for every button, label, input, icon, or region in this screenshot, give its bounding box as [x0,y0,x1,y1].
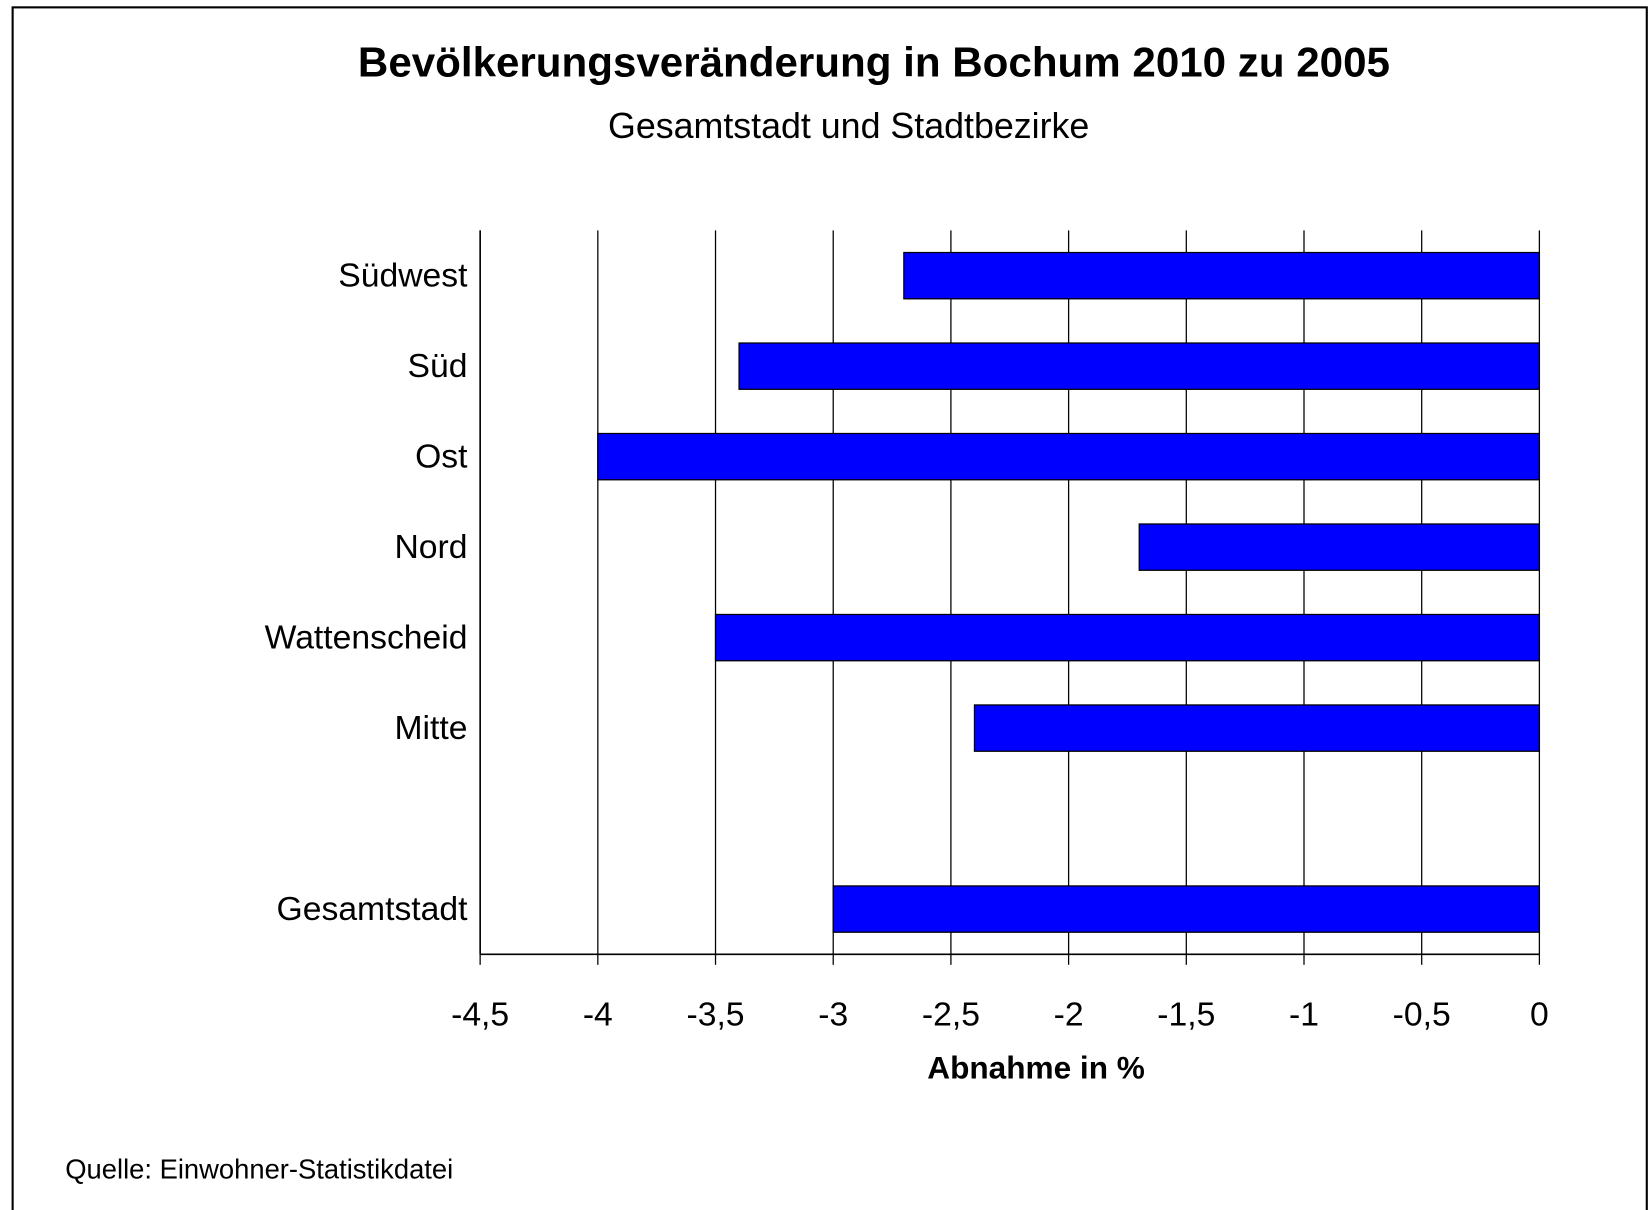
x-tick-label: -4,5 [451,996,509,1033]
bar [738,342,1541,390]
y-tick-label: Ost [415,439,468,476]
y-tick-label: Wattenscheid [265,620,468,657]
x-tick-label: 0 [1530,996,1549,1033]
x-tick-label: -3,5 [687,996,745,1033]
bar [832,885,1541,933]
y-tick-label: Mitte [395,710,468,747]
x-tick-label: -2 [1054,996,1084,1033]
y-tick-label: Nord [394,529,467,566]
x-tick-label: -1 [1289,996,1319,1033]
frame [11,6,1648,1210]
y-tick-label: Südwest [338,258,468,295]
chart-subtitle: Gesamtstadt und Stadtbezirke [608,106,1089,146]
bar [597,432,1541,481]
bar [714,613,1541,662]
x-tick-label: -3 [818,996,848,1033]
bar [903,251,1541,300]
y-tick-label: Süd [408,348,468,385]
x-axis-label: Abnahme in % [927,1049,1145,1085]
x-tick-label: -1,5 [1157,996,1215,1033]
x-tick-label: -0,5 [1393,996,1451,1033]
chart-title: Bevölkerungsveränderung in Bochum 2010 z… [358,38,1390,85]
y-tick-label: Gesamtstadt [277,891,469,928]
x-tick-label: -2,5 [922,996,980,1033]
x-tick-label: -4 [583,996,613,1033]
bar [1138,523,1541,571]
source-note: Quelle: Einwohner-Statistikdatei [65,1153,453,1184]
bar [973,704,1541,752]
